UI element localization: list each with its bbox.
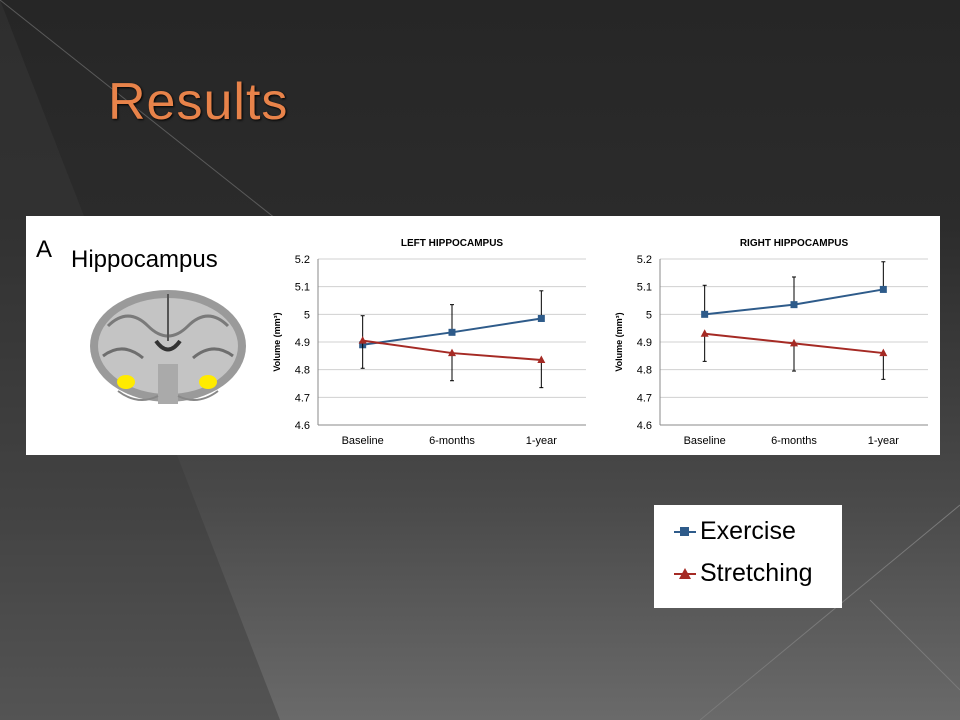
data-point-triangle [790,338,798,347]
y-tick-label: 4.8 [637,365,652,377]
legend-item-stretching: Stretching [674,559,813,588]
y-tick-label: 4.9 [637,337,652,349]
legend-label-exercise: Exercise [700,517,796,545]
y-tick-label: 4.8 [295,365,310,377]
left-hippocampus-chart: LEFT HIPPOCAMPUS 4.6 4.7 4.8 4.9 5 5.1 5.2 Basel… [272,238,586,447]
slide-title: Results [108,73,289,131]
data-point-square [537,314,545,322]
y-tick-label: 4.7 [295,392,310,404]
panel-heading: Hippocampus [71,246,218,273]
y-tick-label: 5 [304,309,310,321]
y-axis-label: Volume (mm³) [614,312,624,371]
figure-panel: A Hippocampus LEFT HIPPOCAMPUS 4.6 4.7 4.8 4… [26,216,940,455]
data-point-square [790,301,798,309]
y-tick-label: 5.1 [295,282,310,294]
y-tick-label: 4.7 [637,392,652,404]
x-tick-label: Baseline [684,435,726,447]
legend-label-stretching: Stretching [700,559,813,587]
right-hippocampus-chart: RIGHT HIPPOCAMPUS 4.6 4.7 4.8 4.9 5 5.1 5.2 Base… [614,238,928,447]
x-tick-label: Baseline [342,435,384,447]
y-tick-label: 5 [646,309,652,321]
y-tick-label: 4.6 [637,420,652,432]
data-point-triangle [448,348,456,357]
panel-letter: A [36,236,53,263]
x-tick-label: 6-months [771,435,817,447]
chart-title: LEFT HIPPOCAMPUS [401,238,504,249]
y-tick-label: 4.6 [295,420,310,432]
legend-item-exercise: Exercise [674,517,796,546]
triangle-marker-icon [674,567,696,579]
y-axis-label: Volume (mm³) [272,312,282,371]
data-point-square [448,328,456,336]
x-tick-label: 1-year [526,435,558,447]
y-tick-label: 5.1 [637,282,652,294]
chart-title: RIGHT HIPPOCAMPUS [740,238,849,249]
data-point-square [879,285,887,293]
y-tick-label: 4.9 [295,337,310,349]
data-point-triangle [537,355,546,363]
data-point-triangle [358,336,367,344]
y-tick-label: 5.2 [295,254,310,266]
data-point-square [701,310,709,318]
y-tick-label: 5.2 [637,254,652,266]
brain-scan-image [78,286,258,416]
x-tick-label: 6-months [429,435,475,447]
square-marker-icon [674,526,696,536]
chart-legend: Exercise Stretching [654,505,842,608]
data-point-triangle [879,348,888,357]
x-tick-label: 1-year [868,435,900,447]
data-point-triangle [700,329,709,337]
